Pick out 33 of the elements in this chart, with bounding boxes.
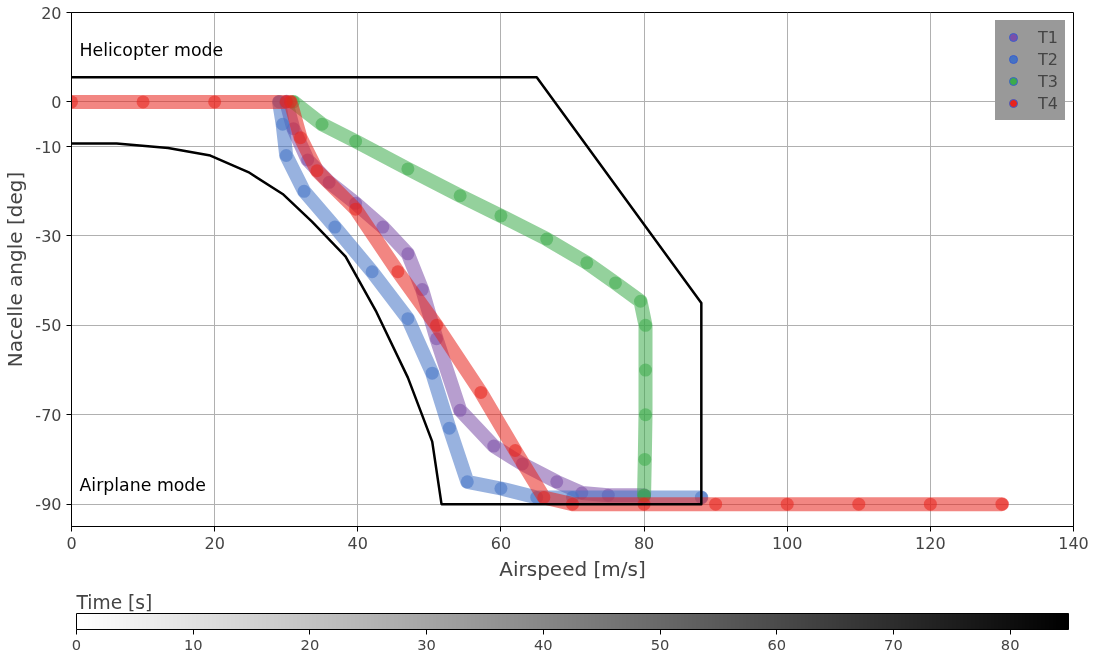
y-tick-label: -50 <box>35 316 62 336</box>
x-tick-label: 80 <box>633 533 655 553</box>
y-tick-label: -10 <box>35 137 62 157</box>
color-bar-label: 0 <box>71 635 82 653</box>
x-axis-title: Airspeed [m/s] <box>499 556 646 581</box>
legend-label: T3 <box>1038 71 1058 91</box>
y-tick-label: -70 <box>35 405 62 425</box>
color-bar-label: 50 <box>650 635 670 653</box>
color-bar-label: 70 <box>884 635 903 653</box>
color-bar-label: 60 <box>767 635 787 653</box>
color-bar-label: 40 <box>534 635 553 653</box>
color-bar-label: 10 <box>183 635 203 653</box>
y-axis-title: Nacelle angle [deg] <box>3 171 28 368</box>
x-tick-label: 60 <box>490 533 512 553</box>
x-tick-label: 140 <box>1058 533 1089 553</box>
annotation: Helicopter mode <box>79 39 224 60</box>
legend-label: T1 <box>1038 27 1058 47</box>
x-tick-label: 120 <box>915 533 946 553</box>
color-bar-label: 20 <box>300 635 320 653</box>
y-tick-label: 20 <box>41 3 62 23</box>
legend-label: T4 <box>1038 93 1058 113</box>
y-tick-label: -30 <box>35 226 62 246</box>
x-tick-label: 40 <box>347 533 368 553</box>
color-bar-label: 30 <box>417 635 436 653</box>
legend-label: T2 <box>1038 49 1058 69</box>
color-bar-label: 80 <box>1000 635 1020 653</box>
y-tick-label: -90 <box>35 495 62 515</box>
y-tick-label: 0 <box>51 92 62 112</box>
x-tick-label: 20 <box>204 533 225 553</box>
color-bar-title: Time [s] <box>75 591 153 613</box>
annotation: Airplane mode <box>79 475 207 496</box>
x-tick-label: 100 <box>771 533 803 553</box>
x-tick-label: 0 <box>66 533 77 553</box>
